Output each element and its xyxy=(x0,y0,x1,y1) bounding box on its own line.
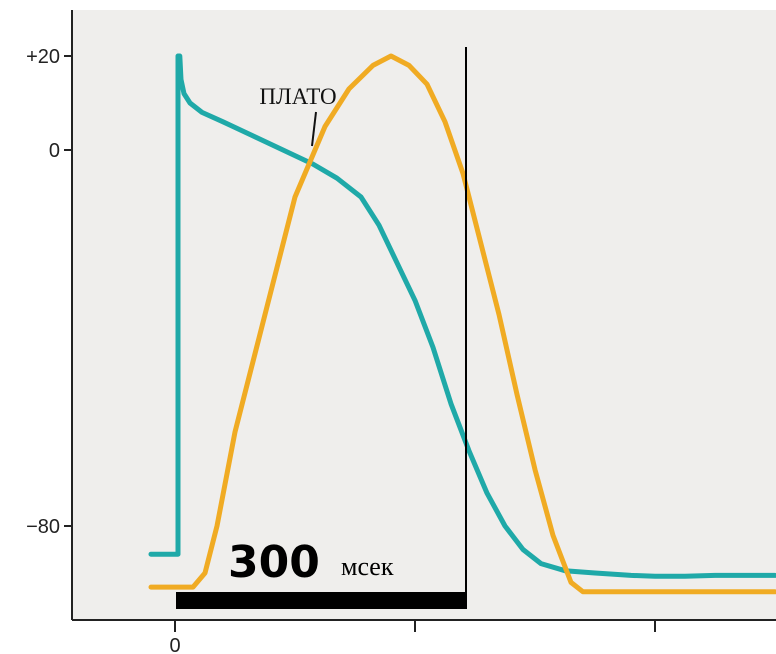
scale-unit: мсек xyxy=(341,552,394,581)
teal-series-line xyxy=(148,53,776,579)
orange-series-line xyxy=(148,53,776,595)
y-tick-label: −80 xyxy=(26,516,60,538)
y-tick-label: +20 xyxy=(26,46,60,68)
plato-label: ПЛАТО xyxy=(259,84,336,109)
x-tick-label: 0 xyxy=(169,635,180,654)
y-tick-label: 0 xyxy=(49,140,60,162)
time-scale-bar xyxy=(176,592,467,609)
plot-area xyxy=(72,10,776,620)
plato-pointer-line xyxy=(311,111,317,147)
scale-value: 300 xyxy=(228,537,320,588)
